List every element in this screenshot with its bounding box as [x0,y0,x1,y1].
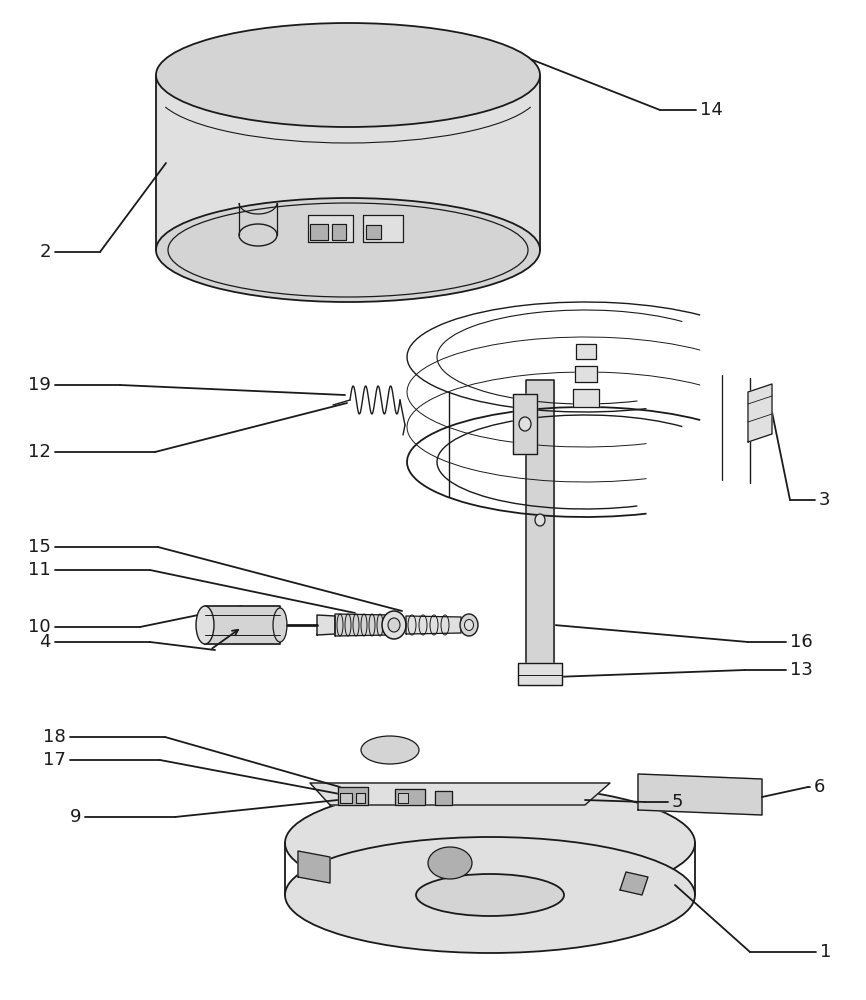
Ellipse shape [239,224,277,246]
Polygon shape [638,774,762,815]
Polygon shape [435,791,452,805]
Polygon shape [340,793,352,803]
Text: 15: 15 [28,538,51,556]
Polygon shape [205,606,280,644]
Ellipse shape [428,847,472,879]
Ellipse shape [519,417,531,431]
Ellipse shape [460,614,478,636]
Ellipse shape [285,837,695,953]
Polygon shape [298,851,330,883]
Polygon shape [526,380,554,685]
Text: 16: 16 [790,633,813,651]
Text: 2: 2 [40,243,51,261]
Ellipse shape [535,514,545,526]
Polygon shape [576,344,596,359]
Polygon shape [356,793,365,803]
Polygon shape [335,614,390,636]
Ellipse shape [156,198,540,302]
Polygon shape [310,224,328,240]
Text: 10: 10 [29,618,51,636]
Text: 6: 6 [814,778,825,796]
Polygon shape [363,215,403,242]
Text: 19: 19 [28,376,51,394]
Ellipse shape [361,736,419,764]
Polygon shape [338,787,368,805]
Ellipse shape [196,606,214,644]
Polygon shape [620,872,648,895]
Ellipse shape [382,611,406,639]
Text: 14: 14 [700,101,723,119]
Text: 5: 5 [672,793,683,811]
Polygon shape [317,615,335,635]
Polygon shape [398,793,408,803]
Polygon shape [575,366,597,382]
Ellipse shape [156,23,540,127]
Text: 9: 9 [69,808,81,826]
Polygon shape [513,394,537,454]
Ellipse shape [416,874,564,916]
Ellipse shape [464,619,474,631]
Polygon shape [748,384,772,442]
Polygon shape [366,225,381,239]
Polygon shape [308,215,353,242]
Ellipse shape [388,618,400,632]
Text: 4: 4 [40,633,51,651]
Text: 13: 13 [790,661,813,679]
Text: 18: 18 [43,728,66,746]
Polygon shape [332,224,346,240]
Polygon shape [156,75,540,250]
Text: 1: 1 [820,943,831,961]
Polygon shape [406,616,461,634]
Polygon shape [573,389,599,407]
Polygon shape [395,789,425,805]
Text: 3: 3 [819,491,830,509]
Text: 11: 11 [29,561,51,579]
Polygon shape [518,663,562,685]
Ellipse shape [285,785,695,901]
Text: 17: 17 [43,751,66,769]
Ellipse shape [273,608,287,642]
Text: 12: 12 [28,443,51,461]
Polygon shape [310,783,610,805]
